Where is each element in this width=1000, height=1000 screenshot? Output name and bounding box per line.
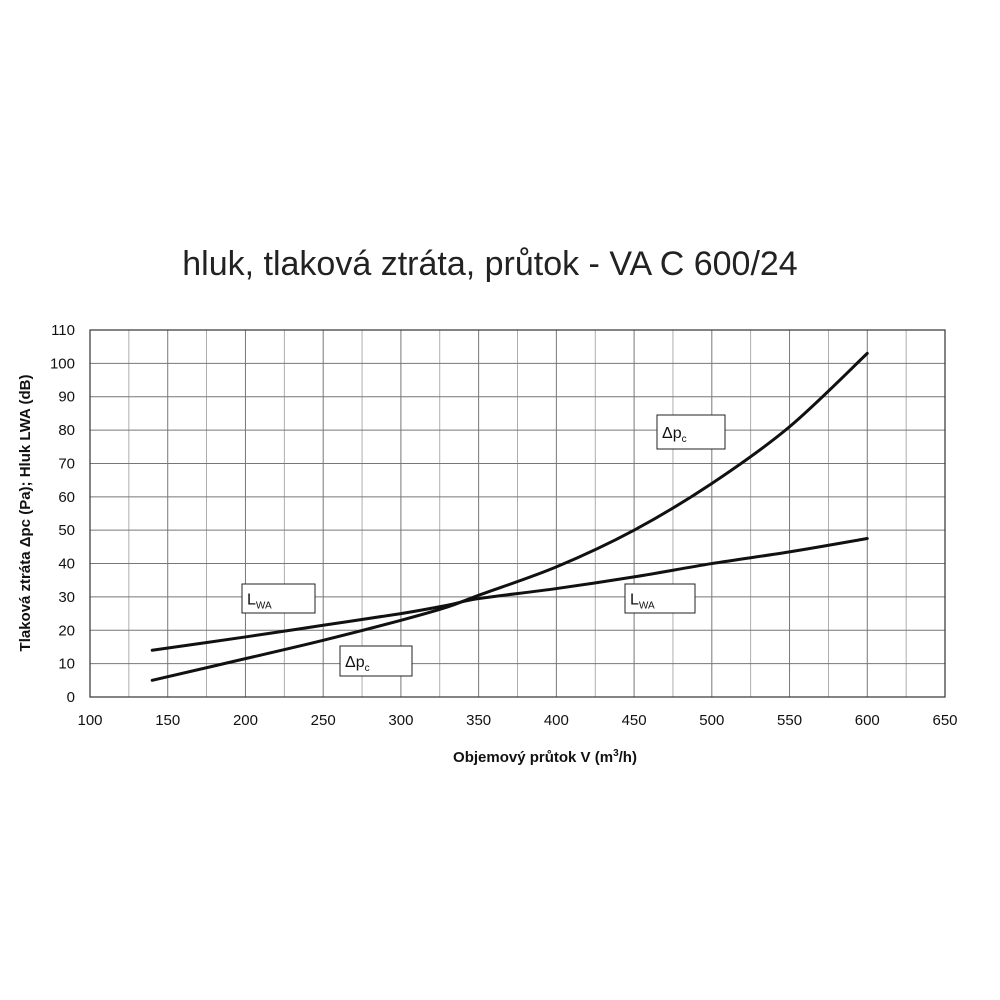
annotation-text: Δpc: [662, 425, 687, 445]
y-tick-label: 70: [58, 455, 75, 472]
y-tick-label: 80: [58, 422, 75, 439]
x-tick-label: 150: [155, 712, 180, 729]
x-tick-label: 200: [233, 712, 258, 729]
y-axis-label: Tlaková ztráta Δpc (Pa); Hluk LWA (dB): [17, 375, 34, 652]
annotation-box: [624, 583, 696, 614]
x-axis-label: Objemový průtok V (m3/h): [453, 748, 637, 766]
x-tick-label: 600: [855, 712, 880, 729]
y-tick-label: 0: [67, 689, 75, 706]
x-tick-label: 250: [311, 712, 336, 729]
annotation-text: Δpc: [345, 654, 370, 674]
y-tick-label: 30: [58, 589, 75, 606]
x-tick-label: 500: [699, 712, 724, 729]
x-tick-label: 350: [466, 712, 491, 729]
x-tick-label: 300: [388, 712, 413, 729]
y-tick-label: 90: [58, 389, 75, 406]
series-annotations: Δpc LWA LWA Δpc: [241, 414, 726, 677]
y-tick-label: 60: [58, 489, 75, 506]
annotation-label: LWA: [624, 583, 696, 614]
y-tick-label: 20: [58, 622, 75, 639]
x-tick-labels: 100 150 200 250 300 350 400 450 500 550 600 650: [77, 712, 957, 729]
series-lines: [150, 351, 869, 682]
x-tick-label: 100: [77, 712, 102, 729]
annotation-label: Δpc: [339, 645, 413, 677]
x-tick-label: 400: [544, 712, 569, 729]
annotation-label: Δpc: [656, 414, 726, 450]
y-tick-label: 50: [58, 522, 75, 539]
annotation-label: LWA: [241, 583, 316, 614]
x-tick-label: 550: [777, 712, 802, 729]
x-tick-label: 650: [932, 712, 957, 729]
annotation-box: [656, 414, 726, 450]
chart-title: hluk, tlaková ztráta, průtok - VA C 600/…: [182, 245, 797, 283]
y-tick-label: 40: [58, 556, 75, 573]
x-tick-label: 450: [622, 712, 647, 729]
annotation-box: [339, 645, 413, 677]
y-tick-label: 110: [51, 322, 75, 339]
y-tick-labels: 0 10 20 30 40 50 60 70 80 90 100 110: [50, 322, 75, 706]
plot-frame: [89, 329, 946, 698]
series-line-lwa: [150, 537, 869, 652]
series-line-dpc: [150, 351, 869, 682]
y-tick-label: 100: [50, 355, 75, 372]
y-tick-label: 10: [58, 656, 75, 673]
annotation-box: [241, 583, 316, 614]
